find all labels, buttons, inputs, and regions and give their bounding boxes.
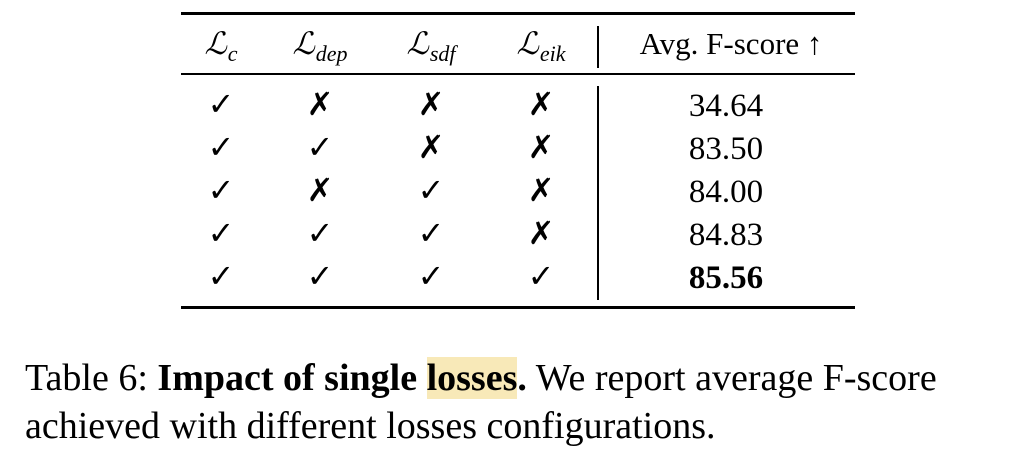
column-separator-header xyxy=(597,26,599,68)
row-4-mark-eik: ✗ xyxy=(527,214,555,252)
caption-line-1: Table 6: Impact of single losses. We rep… xyxy=(25,354,1025,402)
caption-title: Impact of single xyxy=(157,357,418,399)
caption-highlight: losses xyxy=(426,357,518,399)
table-header-rule xyxy=(181,73,855,75)
row-4-mark-sdf: ✓ xyxy=(417,214,445,252)
row-5-mark-sdf: ✓ xyxy=(417,257,445,295)
header-loss-dep: ℒdep xyxy=(292,26,348,66)
row-5-value-best: 85.56 xyxy=(688,260,764,296)
row-4-mark-c: ✓ xyxy=(207,214,235,252)
row-3-mark-sdf: ✓ xyxy=(417,171,445,209)
caption-text-1: We report average F-score xyxy=(535,357,937,399)
table-caption: Table 6: Impact of single losses. We rep… xyxy=(25,354,1025,450)
header-avg-fscore: Avg. F-score ↑ xyxy=(639,26,823,61)
row-3-mark-c: ✓ xyxy=(207,171,235,209)
row-3-mark-eik: ✗ xyxy=(527,171,555,209)
row-1-mark-dep: ✗ xyxy=(306,85,334,123)
table-bottom-rule xyxy=(181,306,855,309)
row-3-value: 84.00 xyxy=(688,174,764,210)
row-4-value: 84.83 xyxy=(688,217,764,253)
row-2-mark-dep: ✓ xyxy=(306,128,334,166)
row-2-mark-c: ✓ xyxy=(207,128,235,166)
row-4-mark-dep: ✓ xyxy=(306,214,334,252)
row-2-mark-sdf: ✗ xyxy=(417,128,445,166)
column-separator-body xyxy=(597,86,599,300)
row-5-mark-eik: ✓ xyxy=(527,257,555,295)
row-5-mark-c: ✓ xyxy=(207,257,235,295)
caption-label: Table 6: xyxy=(25,357,148,399)
header-loss-eik: ℒeik xyxy=(516,26,566,66)
row-1-value: 34.64 xyxy=(688,88,764,124)
row-2-value: 83.50 xyxy=(688,131,764,167)
header-loss-c: ℒc xyxy=(204,26,238,66)
header-loss-sdf: ℒsdf xyxy=(406,26,456,66)
row-1-mark-c: ✓ xyxy=(207,85,235,123)
caption-line-2: achieved with different losses configura… xyxy=(25,405,716,447)
row-2-mark-eik: ✗ xyxy=(527,128,555,166)
table-top-rule xyxy=(181,12,855,15)
caption-title-end: . xyxy=(517,357,527,399)
row-1-mark-eik: ✗ xyxy=(527,85,555,123)
row-1-mark-sdf: ✗ xyxy=(417,85,445,123)
ablation-table: ℒc ℒdep ℒsdf ℒeik Avg. F-score ↑ ✓ ✗ ✗ ✗… xyxy=(181,12,855,310)
row-3-mark-dep: ✗ xyxy=(306,171,334,209)
row-5-mark-dep: ✓ xyxy=(306,257,334,295)
